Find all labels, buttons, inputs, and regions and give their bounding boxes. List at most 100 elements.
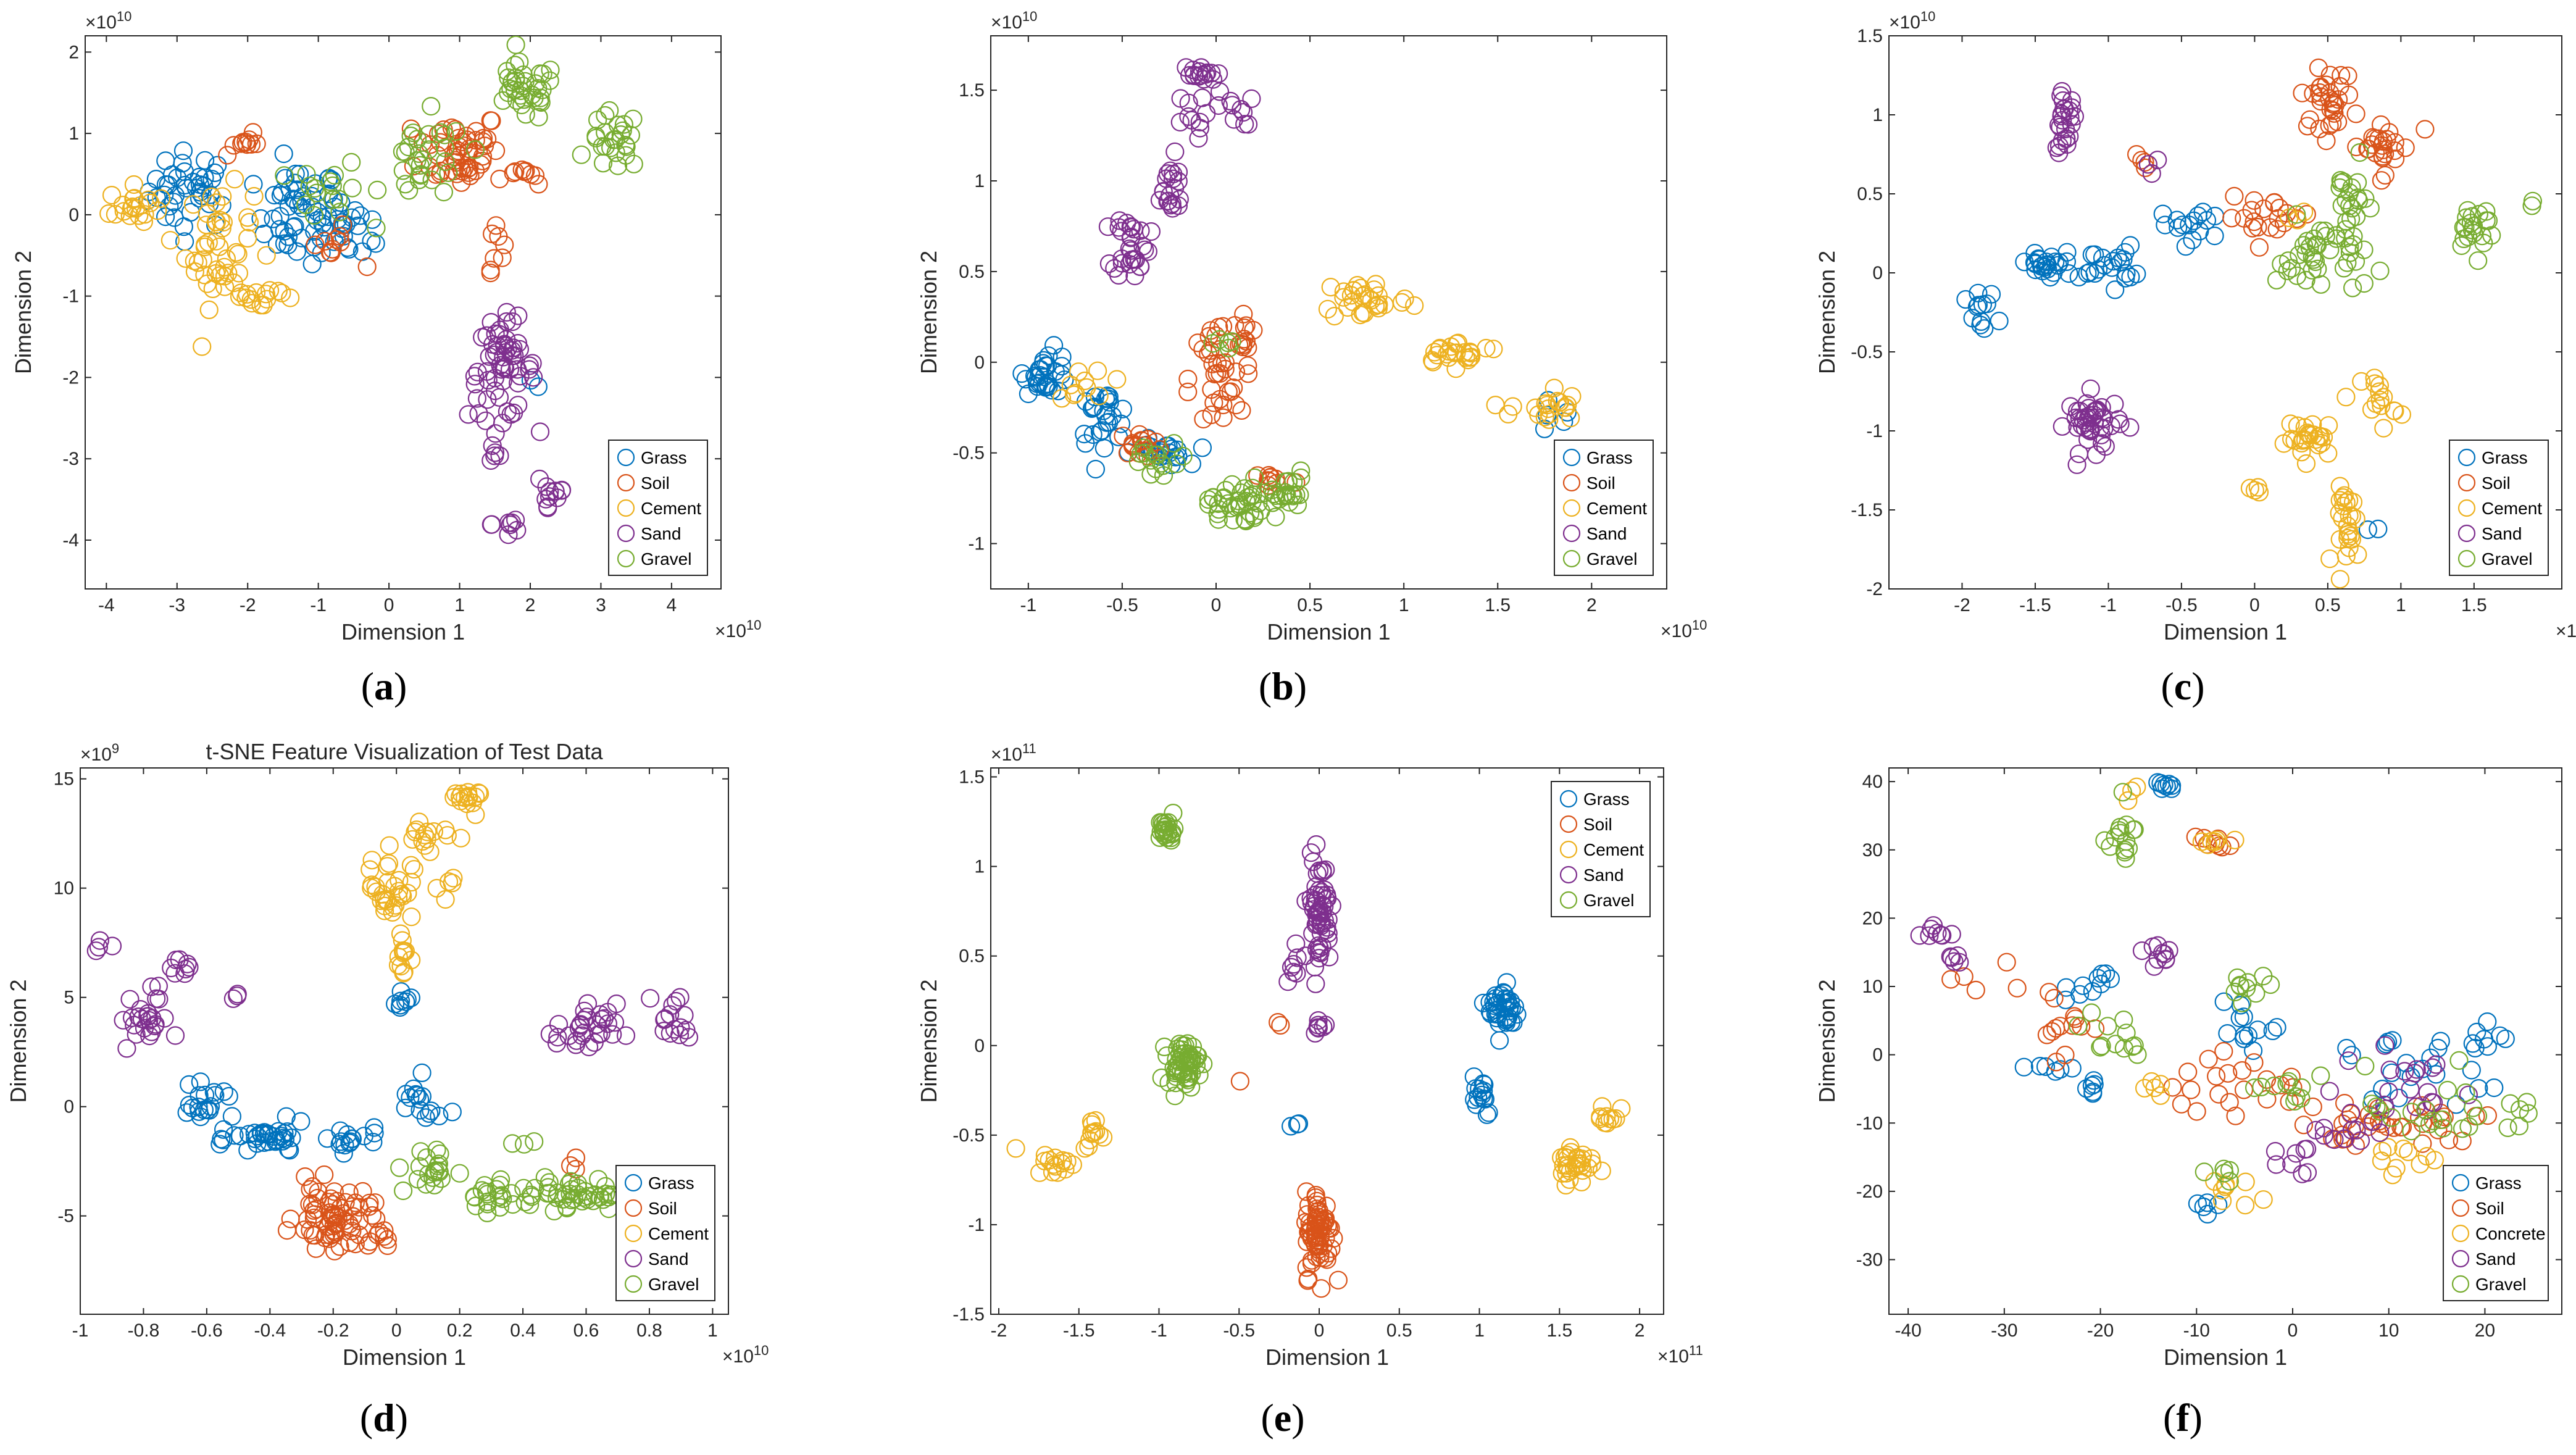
x-tick-label: 0.4 — [510, 1320, 536, 1341]
point-gravel — [611, 125, 630, 144]
point-gravel — [2069, 1016, 2088, 1036]
y-tick-label: 0 — [974, 352, 985, 373]
point-sand — [1131, 221, 1150, 240]
point-gravel — [2449, 1051, 2469, 1070]
point-sand — [1158, 192, 1177, 211]
x-tick-label: -1.5 — [1063, 1320, 1095, 1341]
point-sand — [1120, 239, 1139, 259]
legend-box — [608, 440, 708, 576]
point-sand — [2335, 1129, 2354, 1148]
point-soil — [320, 1229, 340, 1248]
legend: Grass Soil Concrete Sand Gravel — [2443, 1165, 2549, 1301]
x-tick-label: -1 — [1020, 595, 1036, 615]
point-grass — [278, 235, 298, 254]
point-cement — [228, 244, 248, 264]
legend: Grass Soil Cement Sand Gravel — [615, 1165, 715, 1301]
point-grass — [2153, 204, 2172, 223]
plot-title: t-SNE Feature Visualization of Test Data — [206, 739, 604, 764]
scatter-points — [86, 783, 699, 1261]
point-gravel — [1134, 438, 1153, 457]
legend-label-gravel: Gravel — [2475, 1275, 2526, 1294]
point-grass — [2106, 280, 2125, 299]
point-grass — [335, 1135, 354, 1155]
point-soil — [1297, 1182, 1316, 1201]
point-soil — [327, 230, 346, 249]
y-axis-multiplier: ×1011 — [991, 741, 1036, 765]
point-cement — [466, 787, 485, 807]
point-sand — [1928, 923, 1947, 943]
point-sand — [589, 1025, 608, 1044]
point-grass — [364, 1132, 383, 1152]
point-cement — [1606, 1109, 1625, 1128]
point-grass — [2083, 1084, 2103, 1103]
point-gravel — [275, 166, 294, 185]
point-gravel — [2469, 251, 2488, 270]
point-soil — [2339, 85, 2359, 104]
point-gravel — [1244, 506, 1264, 525]
panel-caption: (d) — [360, 1396, 408, 1440]
legend-marker-soil — [1559, 815, 1578, 833]
point-sand — [1222, 96, 1242, 115]
point-grass — [2156, 215, 2175, 235]
y-axis-multiplier: ×1010 — [991, 9, 1037, 33]
point-grass — [2248, 1020, 2267, 1040]
point-grass — [212, 1130, 231, 1149]
point-gravel — [1161, 828, 1180, 848]
point-cement — [1046, 1148, 1065, 1167]
point-gravel — [435, 125, 454, 144]
point-gravel — [511, 86, 530, 105]
point-soil — [296, 1167, 315, 1186]
point-cement — [2292, 443, 2311, 462]
point-cement — [378, 857, 397, 876]
y-tick-label: 30 — [1862, 840, 1883, 861]
point-sand — [578, 994, 598, 1013]
point-sand — [1185, 65, 1204, 85]
point-cement — [1364, 280, 1383, 299]
point-cement — [185, 262, 204, 281]
point-sand — [2314, 1119, 2333, 1138]
x-tick-label: -4 — [98, 595, 115, 615]
point-soil — [2040, 983, 2059, 1002]
point-sand — [481, 451, 501, 470]
x-tick-label: 0 — [1314, 1320, 1325, 1341]
point-sand — [605, 1013, 625, 1032]
point-sand — [465, 367, 485, 386]
point-grass — [1052, 357, 1072, 376]
point-cement — [413, 832, 432, 851]
point-grass — [245, 1124, 264, 1143]
point-soil — [2046, 1053, 2065, 1072]
legend-marker-soil — [2457, 473, 2476, 492]
y-axis-multiplier: ×1010 — [1889, 9, 1935, 33]
point-cement — [1561, 1162, 1580, 1181]
point-gravel — [2101, 837, 2120, 856]
point-soil — [1328, 1270, 1348, 1290]
point-sand — [1224, 110, 1244, 129]
point-cement — [152, 189, 171, 208]
point-soil — [442, 118, 461, 138]
point-grass — [2462, 1061, 2481, 1080]
point-sand — [1209, 96, 1228, 115]
point-gravel — [2114, 1039, 2133, 1058]
point-gravel — [2501, 1094, 2520, 1113]
point-gravel — [478, 1192, 497, 1212]
point-cement — [2294, 430, 2313, 449]
point-grass — [264, 1127, 283, 1146]
point-grass — [1282, 1117, 1301, 1136]
point-soil — [457, 127, 476, 146]
legend-marker-grass — [617, 448, 635, 467]
y-tick-label: -10 — [1856, 1113, 1883, 1133]
point-soil — [1232, 401, 1251, 420]
point-sand — [2105, 394, 2124, 414]
point-soil — [2233, 1061, 2252, 1080]
point-grass — [2120, 236, 2140, 255]
point-cement — [2352, 372, 2371, 391]
point-gravel — [1209, 500, 1228, 519]
point-cement — [436, 890, 455, 909]
point-gravel — [2340, 196, 2359, 215]
point-gravel — [2343, 278, 2362, 298]
point-gravel — [562, 1180, 581, 1199]
point-gravel — [396, 175, 415, 194]
point-sand — [90, 931, 109, 950]
point-concrete — [2216, 1175, 2235, 1194]
point-sand — [1135, 240, 1154, 259]
